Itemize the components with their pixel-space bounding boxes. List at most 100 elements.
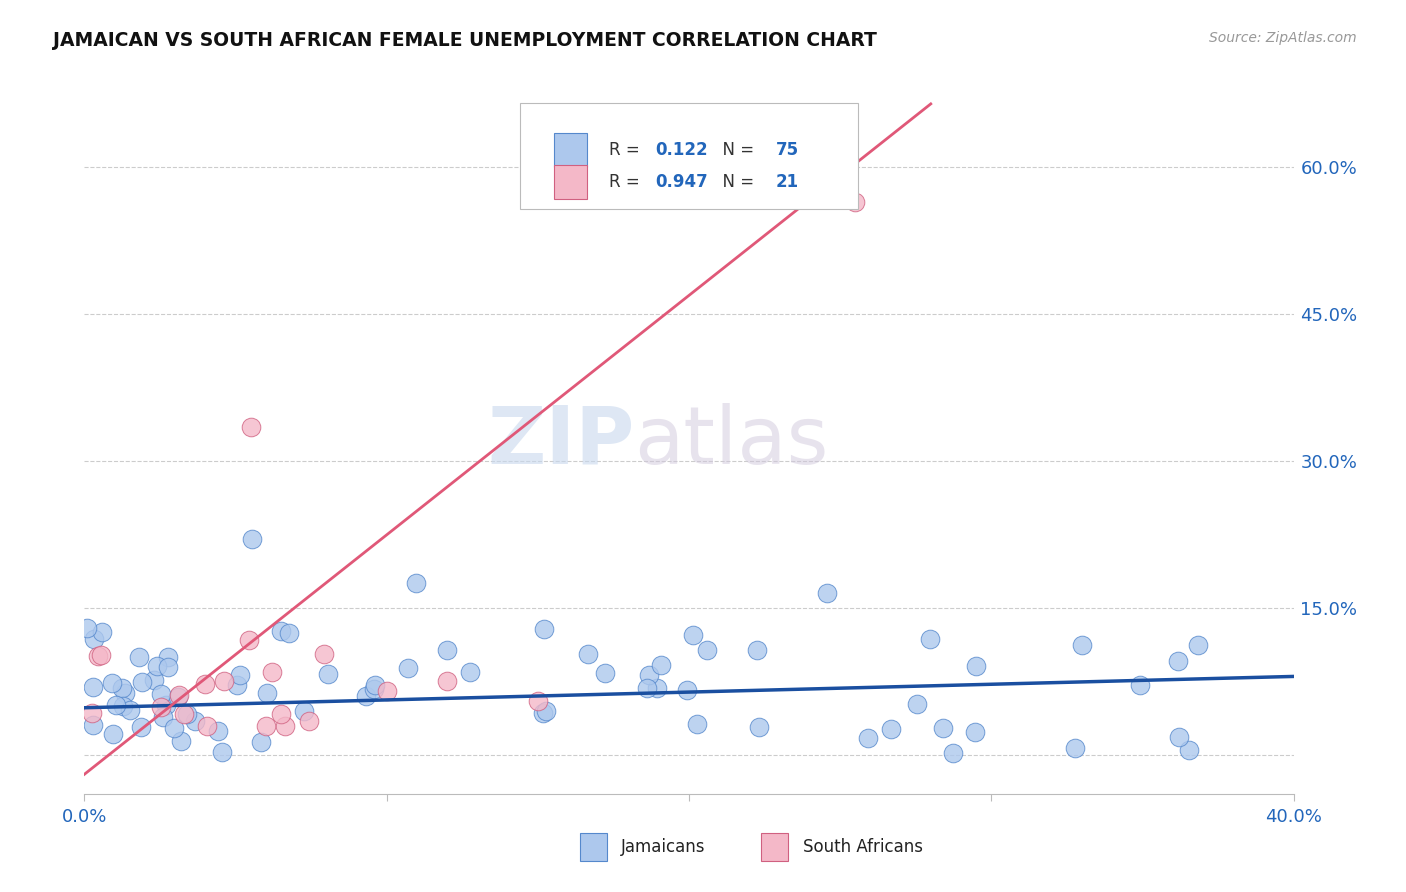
Point [103,727,125,741]
Point [83,632,105,646]
Point [576,647,599,661]
Bar [554,165,588,199]
Point [298,714,321,728]
Point [146,659,169,673]
Point [240,533,263,547]
Point [169,688,191,702]
Point [533,706,555,720]
Point [111,681,134,696]
Point [80,706,103,721]
Point [87,648,110,663]
Point [277,625,299,640]
Text: 75: 75 [776,141,799,159]
Point [105,698,128,712]
Bar [762,832,789,861]
Text: 0.947: 0.947 [655,173,707,191]
Point [292,704,315,718]
Point [1070,638,1092,652]
Point [1177,743,1199,757]
Point [844,194,866,209]
Point [90,648,112,663]
Point [880,723,903,737]
Text: South Africans: South Africans [803,838,922,855]
Text: R =: R = [609,173,645,191]
Point [194,677,217,691]
Point [696,642,718,657]
Point [101,675,124,690]
Point [250,735,273,749]
Point [527,694,550,708]
Point [82,681,104,695]
Point [260,665,283,679]
Point [405,576,427,591]
Point [747,643,769,657]
Point [436,674,458,689]
Point [375,684,398,698]
Point [396,661,419,675]
Point [965,659,987,673]
Point [129,720,152,734]
Text: Jamaicans: Jamaicans [621,838,706,855]
Point [169,734,191,748]
Point [207,723,229,738]
Point [157,649,180,664]
Point [682,628,704,642]
Point [458,665,481,679]
Point [114,685,136,699]
Point [274,719,297,733]
Point [533,623,555,637]
Text: ZIP: ZIP [488,402,634,481]
Point [239,420,262,434]
Point [149,699,172,714]
Point [155,698,177,712]
FancyBboxPatch shape [520,103,858,209]
Point [176,706,198,721]
Point [858,731,880,746]
Point [1129,677,1152,691]
Point [918,632,941,646]
Point [270,624,292,638]
Point [90,625,112,640]
Point [149,687,172,701]
Point [905,697,928,711]
Point [650,658,672,673]
Point [963,724,986,739]
Bar [581,832,607,861]
Point [356,689,378,703]
Text: atlas: atlas [634,402,830,481]
Point [363,681,385,696]
Point [76,621,98,635]
Point [1064,741,1087,756]
Text: JAMAICAN VS SOUTH AFRICAN FEMALE UNEMPLOYMENT CORRELATION CHART: JAMAICAN VS SOUTH AFRICAN FEMALE UNEMPLO… [53,31,877,50]
Point [152,709,174,723]
Point [195,719,218,733]
Point [1187,638,1209,652]
Point [143,673,166,688]
Point [167,690,190,705]
Point [112,698,135,713]
Point [534,705,557,719]
Point [163,722,186,736]
Text: Source: ZipAtlas.com: Source: ZipAtlas.com [1209,31,1357,45]
Point [942,746,965,760]
Text: 21: 21 [776,173,799,191]
Point [312,647,335,661]
Point [932,721,955,735]
Point [593,666,616,681]
Point [1167,730,1189,744]
Point [316,666,339,681]
Point [238,632,260,647]
Point [118,703,141,717]
Point [270,707,292,722]
Point [256,686,278,700]
Point [128,649,150,664]
Point [173,707,195,722]
Point [1167,654,1189,668]
Point [229,668,252,682]
Text: 0.122: 0.122 [655,141,707,159]
Text: R =: R = [609,141,645,159]
Point [256,719,278,733]
Point [436,643,458,657]
Bar [554,133,588,167]
Point [211,745,233,759]
